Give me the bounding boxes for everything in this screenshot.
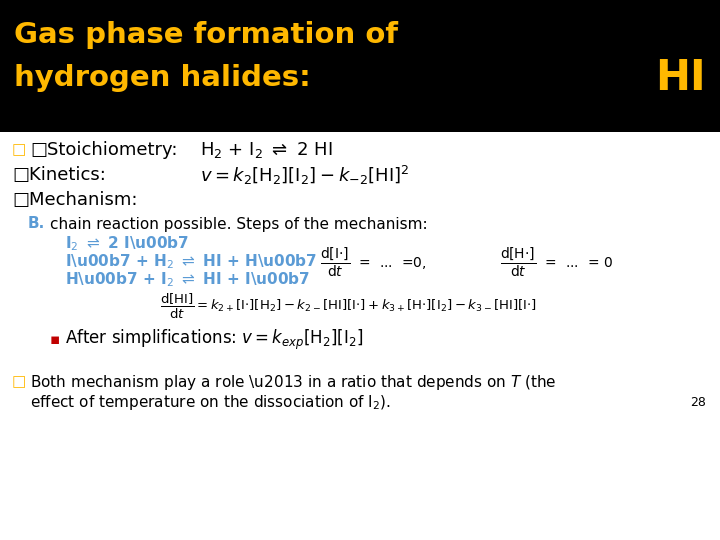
Text: H$_2$ + I$_2$ $\rightleftharpoons$ 2 HI: H$_2$ + I$_2$ $\rightleftharpoons$ 2 HI xyxy=(200,140,333,160)
Text: $v = k_2[\mathrm{H}_2][\mathrm{I}_2] - k_{-2}[\mathrm{HI}]^2$: $v = k_2[\mathrm{H}_2][\mathrm{I}_2] - k… xyxy=(200,164,410,186)
Text: 28: 28 xyxy=(690,395,706,408)
Text: HI: HI xyxy=(655,57,706,99)
Text: $\dfrac{\mathrm{d[I{\cdot}]}}{\mathrm{d}t}$  =  ...  =0,: $\dfrac{\mathrm{d[I{\cdot}]}}{\mathrm{d}… xyxy=(320,245,427,279)
Text: $\dfrac{\mathrm{d[H{\cdot}]}}{\mathrm{d}t}$  =  ...  = 0: $\dfrac{\mathrm{d[H{\cdot}]}}{\mathrm{d}… xyxy=(500,245,613,279)
Text: I$_2$ $\rightleftharpoons$ 2 I\u00b7: I$_2$ $\rightleftharpoons$ 2 I\u00b7 xyxy=(65,235,189,253)
Text: □Stoichiometry:: □Stoichiometry: xyxy=(30,141,178,159)
Text: ▪: ▪ xyxy=(50,333,60,348)
Text: Both mechanism play a role \u2013 in a ratio that depends on $T$ (the: Both mechanism play a role \u2013 in a r… xyxy=(30,373,557,392)
Text: hydrogen halides:: hydrogen halides: xyxy=(14,64,311,92)
Text: B.: B. xyxy=(28,217,45,232)
Text: □Kinetics:: □Kinetics: xyxy=(12,166,106,184)
Text: After simplifications: $v = k_{exp}[\mathrm{H}_2][\mathrm{I}_2]$: After simplifications: $v = k_{exp}[\mat… xyxy=(65,328,364,352)
Text: I\u00b7 + H$_2$ $\rightleftharpoons$ HI + H\u00b7: I\u00b7 + H$_2$ $\rightleftharpoons$ HI … xyxy=(65,253,318,271)
Text: effect of temperature on the dissociation of I$_2$).: effect of temperature on the dissociatio… xyxy=(30,393,391,411)
Text: H\u00b7 + I$_2$ $\rightleftharpoons$ HI + I\u00b7: H\u00b7 + I$_2$ $\rightleftharpoons$ HI … xyxy=(65,271,310,289)
Text: Gas phase formation of: Gas phase formation of xyxy=(14,21,398,49)
Text: chain reaction possible. Steps of the mechanism:: chain reaction possible. Steps of the me… xyxy=(50,217,428,232)
Text: □Mechanism:: □Mechanism: xyxy=(12,191,138,209)
Text: $\dfrac{\mathrm{d[HI]}}{\mathrm{d}t} = k_{2+}[\mathrm{I{\cdot}}][\mathrm{H}_2] -: $\dfrac{\mathrm{d[HI]}}{\mathrm{d}t} = k… xyxy=(160,292,536,321)
Text: □: □ xyxy=(12,375,27,389)
Text: □: □ xyxy=(12,143,27,158)
Bar xyxy=(0,0,720,132)
